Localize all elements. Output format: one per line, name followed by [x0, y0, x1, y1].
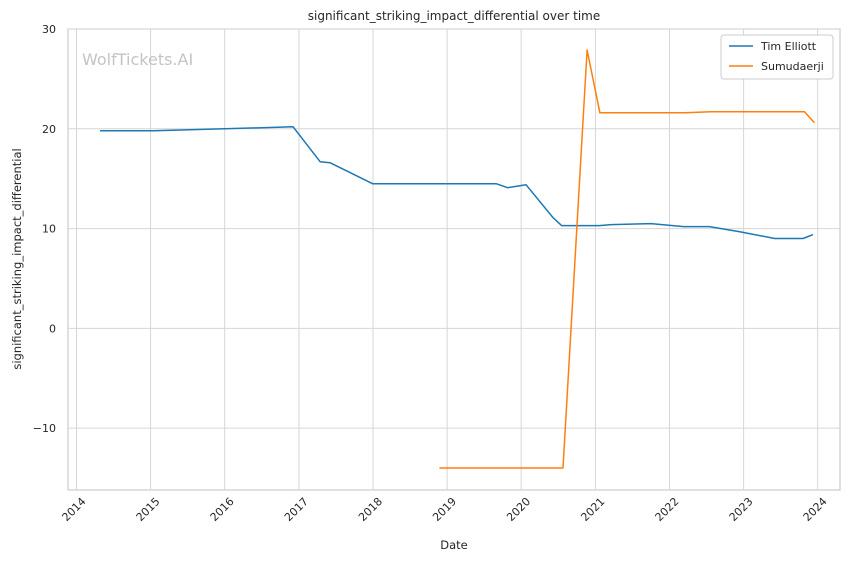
x-tick-label: 2014 [60, 495, 89, 524]
y-tick-label: −10 [33, 422, 56, 435]
x-tick-label: 2016 [208, 495, 237, 524]
y-tick-label: 10 [42, 223, 56, 236]
x-axis-title: Date [440, 538, 468, 552]
y-tick-label: 0 [49, 322, 56, 335]
series-line-sumudaerji [439, 49, 815, 469]
y-axis-title: significant_striking_impact_differential [10, 148, 24, 369]
series-line-tim-elliott [99, 126, 814, 240]
x-tick-label: 2022 [653, 495, 682, 524]
plot-area [67, 28, 841, 491]
legend: Tim Elliott Sumudaerji [720, 34, 834, 80]
x-tick-label: 2023 [727, 495, 756, 524]
x-tick-label: 2015 [134, 495, 163, 524]
chart-title: significant_striking_impact_differential… [308, 9, 600, 23]
x-tick-label: 2024 [801, 495, 830, 524]
x-tick-label: 2017 [282, 495, 311, 524]
y-tick-labels: −10 0 10 20 30 [33, 23, 56, 435]
y-grid [68, 28, 840, 429]
x-grid [76, 29, 819, 490]
series-layer [99, 49, 815, 469]
x-tick-label: 2020 [504, 495, 533, 524]
x-tick-label: 2018 [356, 495, 385, 524]
y-tick-label: 30 [42, 23, 56, 36]
legend-label-tim-elliott: Tim Elliott [760, 40, 817, 53]
y-tick-label: 20 [42, 123, 56, 136]
x-tick-labels: 2014 2015 2016 2017 2018 2019 2020 2021 2022 2023… [60, 495, 830, 524]
x-tick-label: 2021 [578, 495, 607, 524]
watermark: WolfTickets.AI [82, 50, 193, 69]
x-tick-label: 2019 [430, 495, 459, 524]
legend-label-sumudaerji: Sumudaerji [761, 60, 824, 73]
